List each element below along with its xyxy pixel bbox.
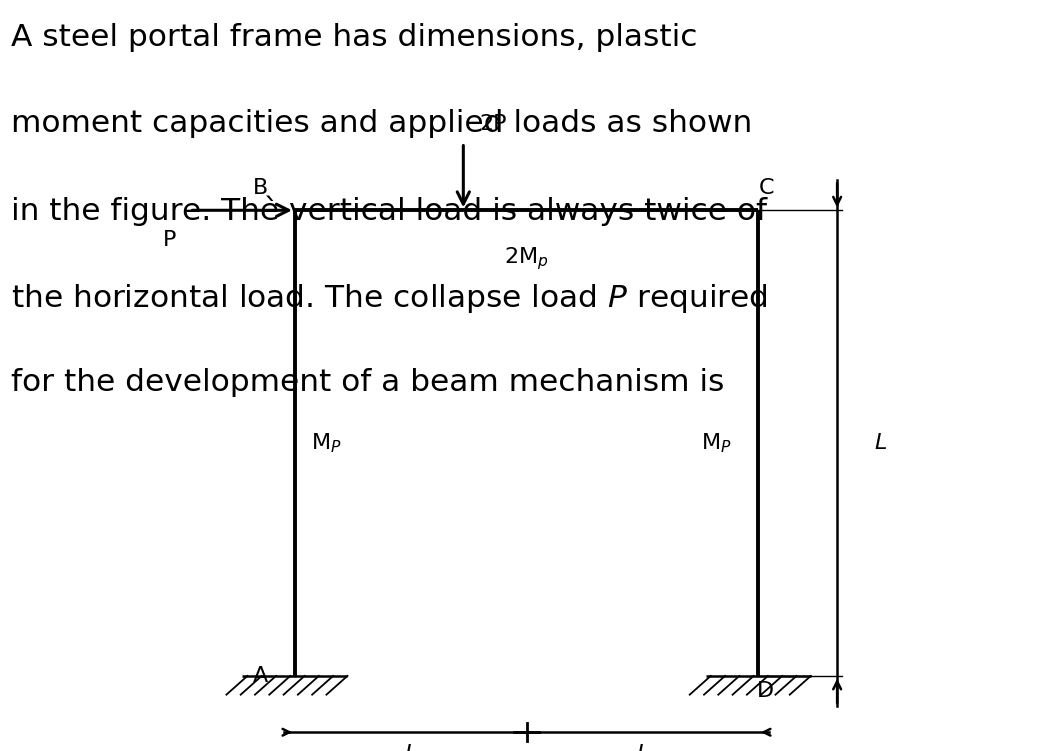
Text: M$_P$: M$_P$ <box>311 431 341 455</box>
Text: A: A <box>254 666 269 686</box>
Text: the horizontal load. The collapse load $P$ required: the horizontal load. The collapse load $… <box>11 282 768 315</box>
Text: B: B <box>254 178 269 198</box>
Text: L: L <box>404 744 417 751</box>
Text: D: D <box>757 681 774 701</box>
Text: in the figure. Thè vertical load is always twice of: in the figure. Thè vertical load is alw… <box>11 195 767 226</box>
Text: M$_P$: M$_P$ <box>701 431 732 455</box>
Text: 2P: 2P <box>479 114 506 134</box>
Text: P: P <box>163 231 177 250</box>
Text: for the development of a beam mechanism is: for the development of a beam mechanism … <box>11 368 723 397</box>
Text: moment capacities and applied loads as shown: moment capacities and applied loads as s… <box>11 109 752 138</box>
Text: A steel portal frame has dimensions, plastic: A steel portal frame has dimensions, pla… <box>11 23 697 52</box>
Text: L: L <box>874 433 887 453</box>
Text: 2M$_p$: 2M$_p$ <box>504 246 549 273</box>
Text: C: C <box>758 178 774 198</box>
Text: L: L <box>636 744 649 751</box>
